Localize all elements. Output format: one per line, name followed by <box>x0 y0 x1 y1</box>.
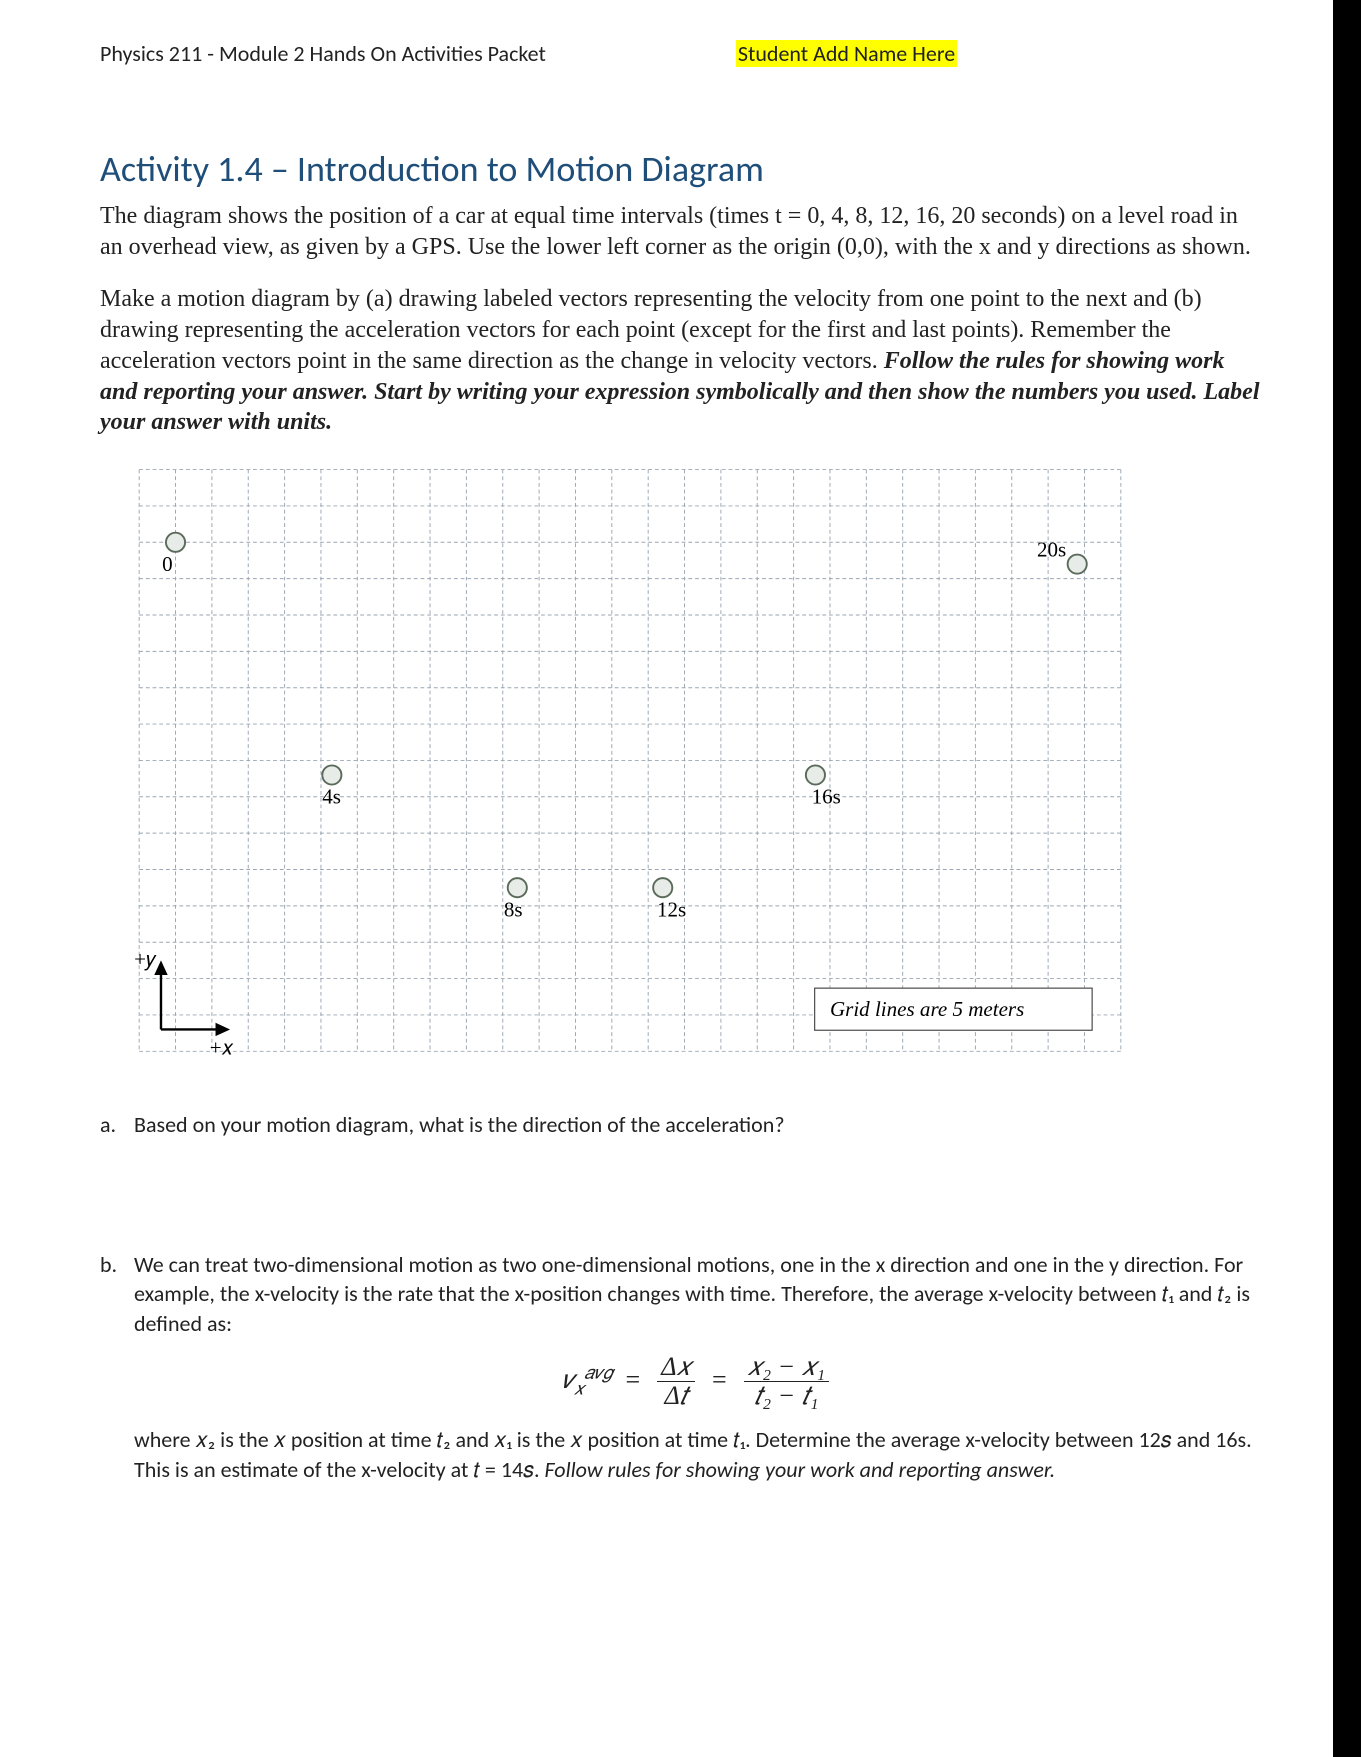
question-a-letter: a. <box>100 1110 134 1140</box>
intro-paragraph-2: Make a motion diagram by (a) drawing lab… <box>100 284 1261 438</box>
intro-paragraph-1: The diagram shows the position of a car … <box>100 201 1261 262</box>
formula-frac-2: 𝑥₂ − 𝑥₁ 𝑡₂ − 𝑡₁ <box>744 1353 830 1411</box>
svg-text:20s: 20s <box>1037 537 1066 561</box>
formula-lhs-sub: 𝑥 <box>574 1378 584 1398</box>
page: Physics 211 - Module 2 Hands On Activiti… <box>0 0 1361 1757</box>
svg-text:+𝑥: +𝑥 <box>210 1035 234 1059</box>
question-b-p1: We can treat two-dimensional motion as t… <box>134 1250 1261 1339</box>
svg-text:8s: 8s <box>504 897 523 921</box>
formula-f1-num: Δ𝑥 <box>657 1353 695 1383</box>
header: Physics 211 - Module 2 Hands On Activiti… <box>100 40 1261 67</box>
header-left: Physics 211 - Module 2 Hands On Activiti… <box>100 40 546 67</box>
question-b-body: We can treat two-dimensional motion as t… <box>134 1250 1261 1485</box>
question-a-text: Based on your motion diagram, what is th… <box>134 1110 1261 1140</box>
motion-diagram-svg: +𝑦 +𝑥 0 4s 8s 12s 16s 20s Grid lines are 5 meter… <box>100 460 1160 1080</box>
formula-f2-num: 𝑥₂ − 𝑥₁ <box>744 1353 830 1383</box>
svg-text:0: 0 <box>162 552 173 576</box>
svg-text:4s: 4s <box>322 785 341 809</box>
formula-f1-den: Δ𝑡 <box>657 1382 695 1411</box>
question-b-p2b: Follow rules for showing your work and r… <box>545 1456 1056 1483</box>
activity-title: Activity 1.4 – Introduction to Motion Di… <box>100 147 1261 191</box>
formula-f2-den: 𝑡₂ − 𝑡₁ <box>744 1382 830 1411</box>
formula-lhs-base: 𝑣 <box>562 1365 574 1394</box>
answer-space-a <box>100 1150 1261 1240</box>
svg-text:16s: 16s <box>812 785 841 809</box>
formula-frac-1: Δ𝑥 Δ𝑡 <box>657 1353 695 1411</box>
svg-text:Grid lines are 5 meters: Grid lines are 5 meters <box>830 997 1024 1021</box>
svg-text:+𝑦: +𝑦 <box>134 947 157 971</box>
motion-diagram: +𝑦 +𝑥 0 4s 8s 12s 16s 20s Grid lines are 5 meter… <box>100 460 1261 1080</box>
question-b-p2: where 𝑥₂ is the 𝑥 position at time 𝑡₂ an… <box>134 1425 1261 1484</box>
right-margin-strip <box>1333 0 1361 1757</box>
question-b: b. We can treat two-dimensional motion a… <box>100 1250 1261 1485</box>
question-a: a. Based on your motion diagram, what is… <box>100 1110 1261 1140</box>
question-b-formula: 𝑣𝑥𝑎𝑣𝑔 = Δ𝑥 Δ𝑡 = 𝑥₂ − 𝑥₁ 𝑡₂ − 𝑡₁ <box>134 1353 1261 1411</box>
svg-text:12s: 12s <box>657 897 686 921</box>
question-b-letter: b. <box>100 1250 134 1485</box>
student-name-placeholder[interactable]: Student Add Name Here <box>736 40 957 67</box>
formula-lhs-sup: 𝑎𝑣𝑔 <box>584 1362 612 1382</box>
